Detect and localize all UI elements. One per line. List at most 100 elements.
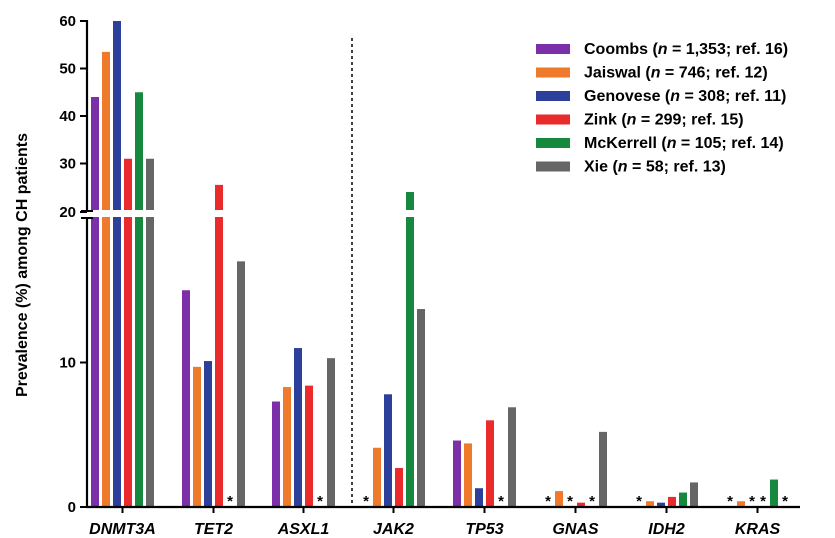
legend-label-1: Jaiswal (n = 746; ref. 12) [584, 65, 768, 82]
missing-marker-KRAS-0: * [727, 493, 733, 510]
legend-label-4: McKerrell (n = 105; ref. 14) [584, 135, 784, 152]
bar-TP53-series-5 [508, 407, 516, 507]
bar-ASXL1-series-2 [294, 348, 302, 507]
y-tick-label-40: 40 [59, 108, 76, 125]
bar-GNAS-series-5 [599, 431, 607, 507]
bar-GNAS-series-3 [577, 502, 585, 507]
bar-ASXL1-series-5 [327, 358, 335, 507]
x-tick-label-DNMT3A: DNMT3A [89, 521, 156, 538]
labels-group: * * * * * * * * * * * * 0 10 20 30 40 50 60 DNMT3A TET2 ASXL1… [14, 13, 788, 538]
missing-marker-KRAS-5: * [782, 493, 788, 510]
legend-label-n-5: n [618, 159, 628, 176]
bar-IDH2-series-1 [646, 501, 654, 507]
legend-label-main-2: Genovese ( [584, 88, 671, 105]
x-tick-label-ASXL1: ASXL1 [277, 521, 330, 538]
bar-TET2-series-0 [182, 290, 190, 507]
y-tick-label-60: 60 [59, 13, 76, 30]
missing-marker-KRAS-3: * [760, 493, 766, 510]
missing-marker-KRAS-2: * [749, 493, 755, 510]
x-tick-label-TET2: TET2 [194, 521, 233, 538]
missing-marker-TET2-4: * [227, 493, 233, 510]
bar-TET2-series-2 [204, 361, 212, 507]
legend-swatch-4 [536, 138, 570, 148]
bar-JAK2-series-3 [395, 467, 403, 507]
y-axis-label: Prevalence (%) among CH patients [14, 133, 31, 397]
y-tick-label-20: 20 [59, 204, 76, 221]
bar-TET2-series-3 [215, 184, 223, 507]
bar-DNMT3A-series-2 [113, 21, 121, 507]
missing-marker-GNAS-4: * [589, 493, 595, 510]
bar-GNAS-series-1 [555, 491, 563, 507]
axis-break-gap [70, 210, 770, 217]
bar-ASXL1-series-3 [305, 385, 313, 507]
bar-DNMT3A-series-0 [91, 97, 99, 507]
x-tick-label-JAK2: JAK2 [373, 521, 414, 538]
legend-label-3: Zink (n = 299; ref. 15) [584, 112, 744, 129]
bar-ASXL1-series-1 [283, 387, 291, 507]
y-tick-label-30: 30 [59, 156, 76, 173]
bar-TP53-series-2 [475, 488, 483, 507]
bar-JAK2-series-4 [406, 192, 414, 507]
legend-label-n-2: n [670, 88, 680, 105]
bar-DNMT3A-series-4 [135, 92, 143, 507]
missing-marker-GNAS-2: * [567, 493, 573, 510]
legend-label-0: Coombs (n = 1,353; ref. 16) [584, 41, 788, 58]
legend-label-rest-3: = 299; ref. 15) [636, 112, 743, 129]
legend-label-5: Xie (n = 58; ref. 13) [584, 159, 726, 176]
bar-TP53-series-0 [453, 440, 461, 507]
legend-label-rest-0: = 1,353; ref. 16) [668, 41, 789, 58]
bar-JAK2-series-2 [384, 394, 392, 507]
bar-TP53-series-3 [486, 420, 494, 507]
x-tick-label-KRAS: KRAS [735, 521, 781, 538]
y-tick-label-50: 50 [59, 61, 76, 78]
missing-marker-JAK2-0: * [363, 493, 369, 510]
bar-ASXL1-series-0 [272, 401, 280, 507]
x-tick-label-IDH2: IDH2 [648, 521, 685, 538]
bar-IDH2-series-4 [679, 492, 687, 507]
axes-group [80, 20, 800, 513]
legend-label-n-0: n [658, 41, 668, 58]
bar-KRAS-series-1 [737, 501, 745, 507]
legend: Coombs (n = 1,353; ref. 16)Jaiswal (n = … [536, 41, 788, 176]
x-tick-label-TP53: TP53 [465, 521, 503, 538]
legend-swatch-1 [536, 67, 570, 78]
x-tick-label-GNAS: GNAS [552, 521, 599, 538]
legend-label-2: Genovese (n = 308; ref. 11) [584, 88, 786, 105]
legend-swatch-5 [536, 161, 570, 172]
legend-label-rest-4: = 105; ref. 14) [676, 135, 783, 152]
bar-DNMT3A-series-1 [102, 51, 110, 507]
legend-label-main-1: Jaiswal ( [584, 65, 651, 82]
legend-label-n-3: n [627, 112, 637, 129]
legend-label-main-5: Xie ( [584, 159, 618, 176]
bar-IDH2-series-3 [668, 496, 676, 507]
bar-IDH2-series-5 [690, 482, 698, 507]
bars-group [70, 21, 778, 507]
bar-DNMT3A-series-3 [124, 158, 132, 507]
legend-label-n-4: n [667, 135, 677, 152]
legend-label-rest-2: = 308; ref. 11) [680, 88, 786, 105]
legend-label-n-1: n [651, 65, 661, 82]
legend-label-main-0: Coombs ( [584, 41, 658, 58]
bar-DNMT3A-series-5 [146, 158, 154, 507]
legend-swatch-3 [536, 114, 570, 125]
bar-JAK2-series-1 [373, 447, 381, 507]
bar-JAK2-series-5 [417, 309, 425, 507]
missing-marker-TP53-4: * [498, 493, 504, 510]
y-tick-label-10: 10 [59, 355, 76, 372]
legend-label-rest-1: = 746; ref. 12) [660, 65, 767, 82]
legend-swatch-0 [536, 44, 570, 54]
y-tick-label-0: 0 [68, 499, 76, 516]
bar-TP53-series-1 [464, 443, 472, 507]
missing-marker-ASXL1-4: * [317, 493, 323, 510]
bar-TET2-series-1 [193, 366, 201, 507]
legend-swatch-2 [536, 91, 570, 101]
bar-IDH2-series-2 [657, 502, 665, 507]
legend-label-rest-5: = 58; ref. 13) [628, 159, 726, 176]
bar-TET2-series-5 [237, 261, 245, 507]
missing-marker-IDH2-0: * [636, 493, 642, 510]
bar-KRAS-series-4 [770, 479, 778, 507]
legend-label-main-4: McKerrell ( [584, 135, 667, 152]
legend-label-main-3: Zink ( [584, 112, 627, 129]
missing-marker-GNAS-0: * [545, 493, 551, 510]
